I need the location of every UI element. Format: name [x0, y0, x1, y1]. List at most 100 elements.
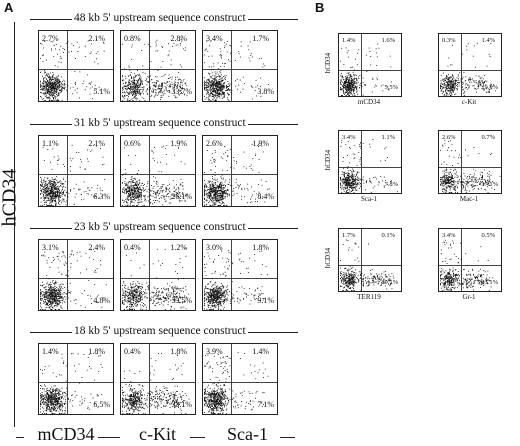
scatter-point: [172, 293, 174, 295]
scatter-point: [221, 77, 222, 79]
scatter-point: [129, 88, 130, 89]
scatter-point: [122, 88, 123, 89]
scatter-point: [58, 192, 60, 194]
scatter-point: [219, 89, 221, 91]
scatter-point: [213, 96, 215, 98]
scatter-point: [48, 96, 50, 98]
scatter-point: [214, 75, 216, 77]
scatter-point: [167, 196, 169, 198]
scatter-point: [137, 191, 139, 193]
scatter-point: [169, 294, 171, 296]
scatter-point: [54, 294, 56, 296]
scatter-point: [216, 185, 218, 186]
scatter-point: [262, 63, 264, 65]
scatter-point: [230, 83, 232, 85]
scatter-point: [46, 187, 48, 189]
scatter-point: [173, 89, 175, 91]
scatter-point: [209, 292, 211, 294]
scatter-point: [146, 89, 148, 91]
scatter-point: [163, 195, 165, 197]
scatter-point: [250, 85, 252, 87]
scatter-point: [213, 83, 215, 85]
scatter-point: [208, 292, 210, 294]
scatter-point: [127, 191, 129, 193]
scatter-point: [179, 192, 180, 194]
scatter-point: [218, 89, 220, 91]
quadrant-label-upper-left: 0.4%: [124, 243, 141, 252]
scatter-point: [53, 94, 55, 96]
scatter-point: [138, 196, 139, 198]
scatter-point: [132, 94, 133, 96]
scatter-point: [226, 86, 228, 88]
scatter-point: [146, 92, 148, 94]
scatter-point: [164, 74, 166, 75]
scatter-point: [124, 86, 125, 88]
scatter-point: [224, 42, 226, 44]
scatter-point: [227, 93, 229, 95]
scatter-point: [219, 184, 220, 186]
scatter-point: [53, 91, 55, 93]
scatter-point: [54, 83, 56, 85]
scatter-point: [135, 187, 137, 189]
scatter-point: [133, 87, 135, 89]
scatter-point: [155, 303, 157, 304]
scatter-point: [102, 164, 103, 166]
scatter-point: [127, 186, 129, 188]
scatter-point: [153, 299, 155, 301]
scatter-point: [224, 296, 225, 298]
scatter-point: [59, 195, 61, 197]
scatter-point: [131, 91, 132, 92]
scatter-point: [126, 197, 128, 199]
scatter-point: [128, 96, 129, 98]
scatter-point: [55, 81, 57, 83]
scatter-point: [174, 296, 176, 298]
scatter-point: [127, 98, 129, 100]
scatter-point: [135, 86, 137, 88]
scatter-point: [174, 84, 176, 85]
scatter-point: [224, 205, 226, 206]
scatter-point: [127, 187, 129, 189]
scatter-point: [136, 82, 138, 84]
scatter-point: [127, 306, 128, 307]
scatter-point: [222, 200, 223, 202]
scatter-point: [221, 185, 223, 187]
scatter-point: [50, 78, 52, 80]
scatter-point: [55, 294, 57, 296]
scatter-point: [211, 298, 213, 300]
scatter-point: [224, 190, 226, 192]
scatter-point: [221, 91, 223, 93]
scatter-point: [211, 289, 213, 291]
scatter-point: [59, 309, 60, 310]
scatter-point: [139, 93, 140, 95]
scatter-point: [157, 81, 159, 82]
scatter-points: [204, 250, 268, 310]
scatter-point: [132, 290, 134, 292]
scatter-point: [217, 187, 219, 189]
scatter-point: [137, 302, 139, 303]
scatter-point: [57, 195, 59, 197]
scatter-point: [162, 94, 164, 96]
scatter-point: [44, 77, 46, 78]
scatter-point: [185, 255, 187, 257]
scatter-point: [61, 89, 63, 91]
scatter-point: [133, 81, 134, 83]
scatter-point: [130, 199, 132, 201]
scatter-point: [47, 195, 49, 196]
scatter-point: [213, 195, 215, 197]
scatter-point: [127, 309, 129, 310]
scatter-point: [170, 309, 172, 310]
scatter-point: [212, 187, 214, 189]
scatter-point: [169, 285, 171, 287]
scatter-point: [124, 95, 126, 97]
scatter-point: [127, 92, 129, 94]
scatter-point: [257, 85, 259, 87]
scatter-point: [209, 299, 211, 300]
scatter-point: [216, 300, 218, 302]
flow-plot: 0.8% 2.8% 33.7%: [120, 30, 196, 102]
scatter-point: [47, 289, 49, 290]
scatter-point: [141, 291, 142, 293]
scatter-point: [209, 302, 210, 304]
scatter-point: [130, 201, 131, 203]
scatter-point: [54, 197, 56, 198]
scatter-point: [210, 193, 212, 195]
